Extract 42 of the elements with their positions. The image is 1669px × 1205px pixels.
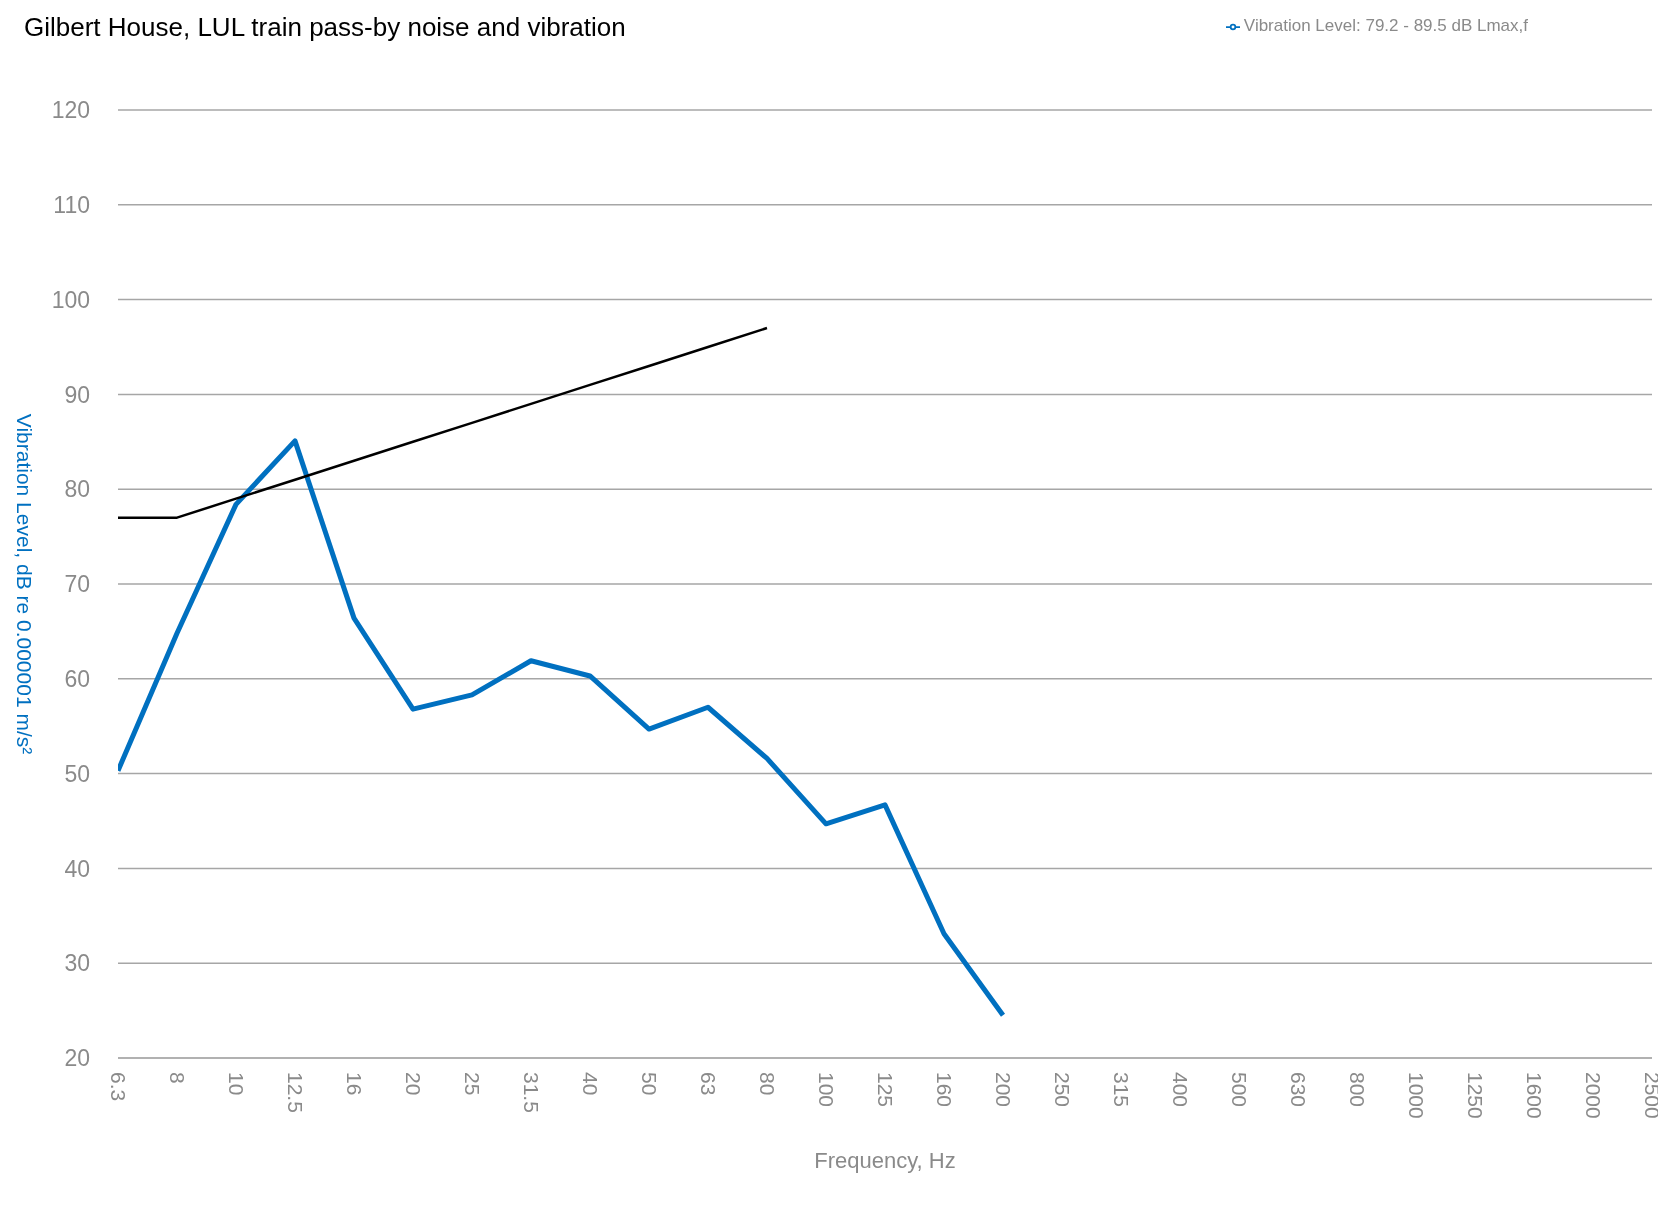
x-tick-label: 50	[637, 1072, 661, 1096]
y-tick-label: 60	[64, 665, 90, 692]
x-tick-label: 16	[342, 1072, 366, 1096]
x-tick-label: 31.5	[519, 1072, 543, 1113]
x-tick-label: 1000	[1404, 1072, 1428, 1119]
x-tick-label: 1600	[1522, 1072, 1546, 1119]
x-tick-label: 800	[1345, 1072, 1369, 1108]
y-tick-label: 70	[64, 571, 90, 598]
x-tick-label: 10	[224, 1072, 248, 1096]
x-tick-label: 6.3	[106, 1072, 130, 1102]
y-tick-label: 110	[53, 191, 90, 218]
y-tick-label: 80	[64, 476, 90, 503]
x-tick-label: 1250	[1463, 1072, 1487, 1119]
x-tick-label: 12.5	[283, 1072, 307, 1113]
y-tick-label: 100	[51, 286, 90, 313]
line-series	[118, 326, 769, 519]
y-tick-label: 90	[64, 381, 90, 408]
x-tick-label: 8	[165, 1072, 189, 1084]
y-tick-label: 120	[51, 97, 90, 124]
x-tick-label: 315	[1109, 1072, 1133, 1108]
x-tick-label: 80	[755, 1072, 779, 1096]
y-tick-label: 50	[64, 760, 90, 787]
x-tick-label: 2000	[1581, 1072, 1605, 1119]
x-tick-label: 25	[460, 1072, 484, 1096]
y-axis-title: Vibration Level, dB re 0.000001 m/s²	[12, 413, 36, 755]
x-tick-label: 400	[1168, 1072, 1192, 1108]
x-tick-label: 40	[578, 1072, 602, 1096]
x-tick-label: 500	[1227, 1072, 1251, 1108]
y-tick-label: 20	[64, 1045, 90, 1072]
x-tick-label: 63	[696, 1072, 720, 1096]
chart-title: Gilbert House, LUL train pass-by noise and vibration	[24, 12, 626, 43]
x-tick-label: 125	[873, 1072, 897, 1108]
x-tick-label: 250	[1050, 1072, 1074, 1108]
x-tick-label: 200	[991, 1072, 1015, 1108]
y-tick-label: 40	[64, 855, 90, 882]
legend-label: Vibration Level: 79.2 - 89.5 dB Lmax,f	[1243, 16, 1528, 35]
x-axis-title: Frequency, Hz	[814, 1148, 956, 1173]
y-tick-label: 30	[64, 950, 90, 977]
x-tick-label: 100	[814, 1072, 838, 1108]
x-tick-label: 20	[401, 1072, 425, 1096]
x-tick-label: 630	[1286, 1072, 1310, 1108]
x-tick-label: 160	[932, 1072, 956, 1108]
